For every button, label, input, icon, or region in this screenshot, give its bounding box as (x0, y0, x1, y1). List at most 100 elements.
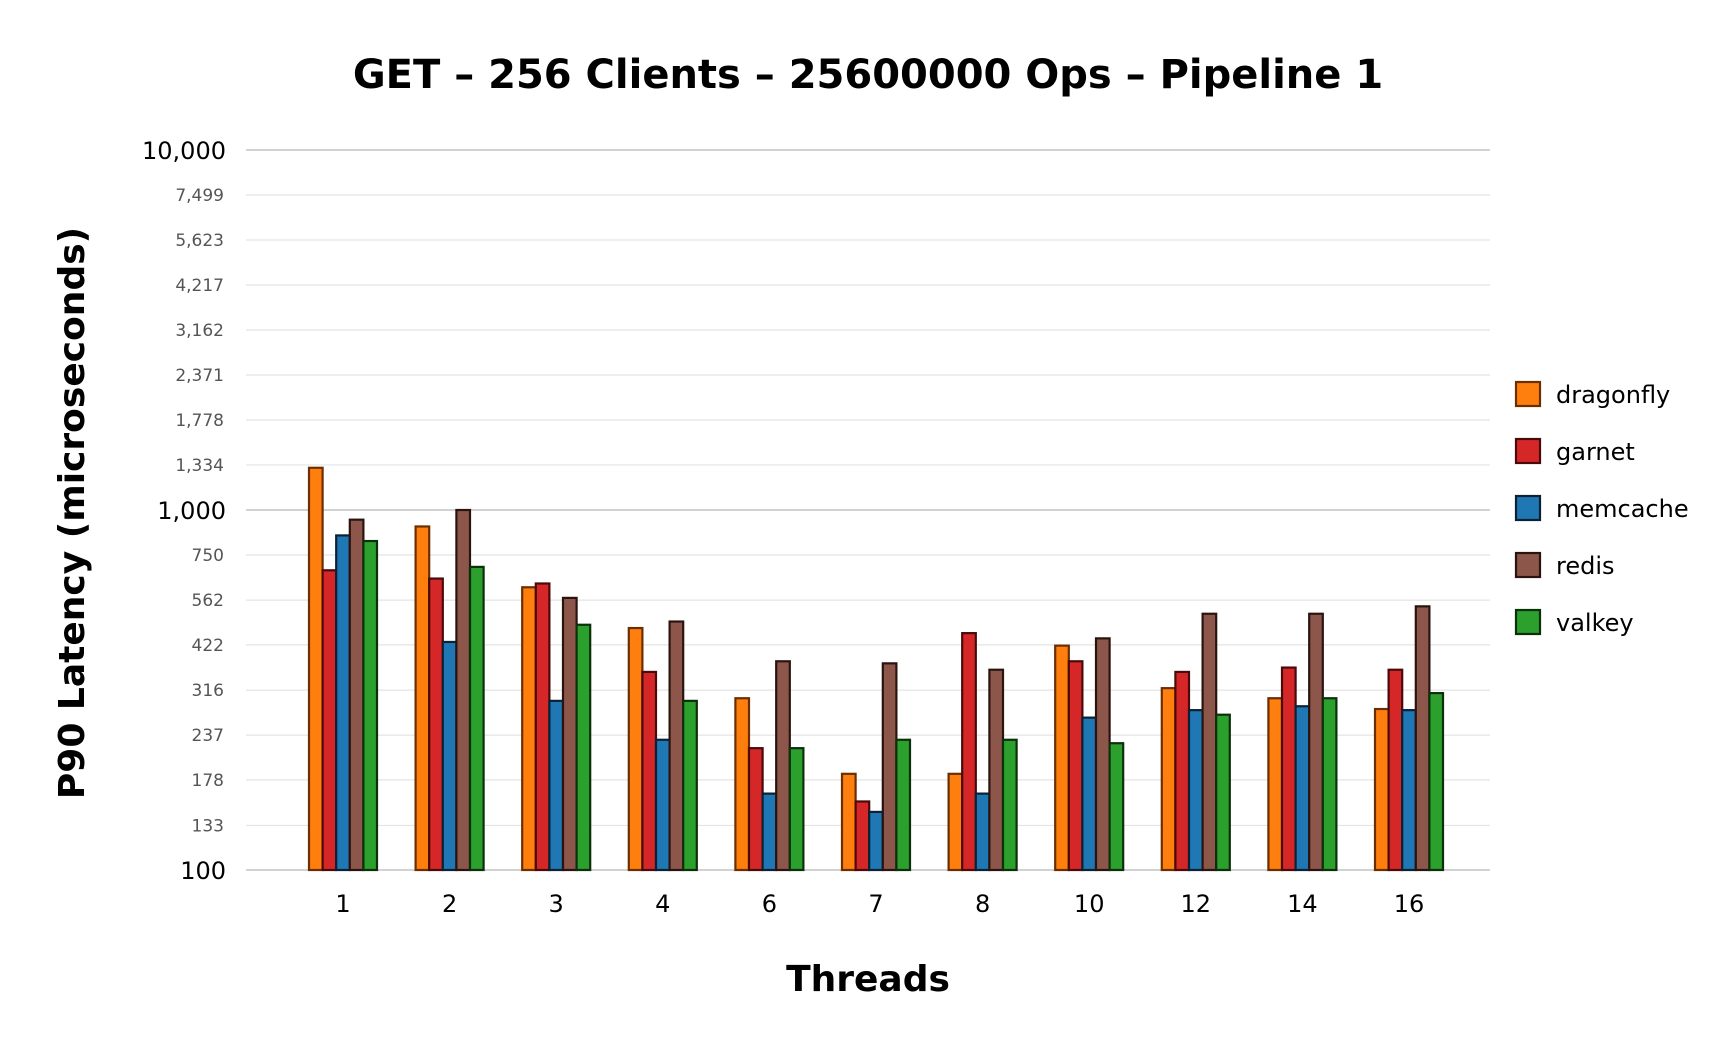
bar-memcache-1 (335, 534, 351, 872)
bar-garnet-2 (428, 577, 444, 872)
bar-garnet-3 (534, 582, 551, 872)
bar-garnet-12 (1174, 670, 1191, 872)
x-tick-label: 12 (1181, 890, 1212, 918)
bar-dragonfly-12 (1160, 687, 1177, 872)
bar-garnet-8 (961, 632, 977, 872)
y-tick-label: 7,499 (175, 186, 224, 206)
y-axis-title: P90 Latency (microseconds) (52, 227, 93, 799)
bar-dragonfly-16 (1373, 707, 1390, 872)
bar-garnet-4 (641, 670, 658, 872)
y-tick-label: 316 (192, 681, 224, 701)
bar-valkey-6 (788, 747, 805, 872)
legend-swatch-garnet (1514, 437, 1542, 465)
bar-redis-6 (775, 660, 791, 872)
bar-redis-14 (1308, 612, 1324, 872)
legend-swatch-valkey (1514, 608, 1542, 636)
bar-memcache-2 (441, 640, 458, 872)
bar-redis-1 (348, 518, 365, 872)
bar-valkey-4 (682, 699, 698, 872)
bar-valkey-7 (895, 738, 912, 872)
bar-redis-7 (881, 662, 898, 872)
x-tick-label: 7 (868, 890, 883, 918)
bar-memcache-12 (1187, 709, 1204, 872)
x-tick-label: 14 (1287, 890, 1318, 918)
bar-dragonfly-1 (307, 466, 324, 872)
bar-garnet-10 (1067, 660, 1084, 872)
y-tick-label: 3,162 (175, 321, 224, 341)
x-tick-label: 1 (335, 890, 350, 918)
y-tick-label: 1,000 (157, 497, 226, 525)
legend-label-garnet: garnet (1556, 438, 1635, 466)
legend-swatch-memcache (1514, 494, 1542, 522)
bar-redis-12 (1201, 612, 1218, 872)
bar-dragonfly-4 (627, 626, 644, 872)
bar-memcache-8 (974, 792, 991, 872)
y-tick-label: 5,623 (175, 231, 224, 251)
y-tick-label: 1,778 (175, 411, 224, 431)
legend-label-redis: redis (1556, 552, 1615, 580)
legend-swatch-redis (1514, 551, 1542, 579)
bar-redis-2 (455, 508, 472, 872)
bar-dragonfly-14 (1267, 697, 1284, 872)
bar-redis-3 (561, 596, 578, 872)
bar-memcache-4 (654, 738, 671, 872)
legend-label-memcache: memcache (1556, 495, 1689, 523)
x-tick-label: 2 (442, 890, 457, 918)
bar-redis-4 (668, 620, 685, 872)
bar-valkey-2 (468, 565, 485, 872)
bar-garnet-6 (747, 747, 764, 872)
legend-swatch-dragonfly (1514, 380, 1542, 408)
y-tick-label: 1,334 (175, 456, 224, 476)
bar-dragonfly-3 (521, 586, 537, 872)
x-tick-label: 3 (549, 890, 564, 918)
y-tick-label: 750 (192, 546, 224, 566)
bar-garnet-16 (1387, 668, 1404, 872)
x-tick-label: 16 (1394, 890, 1425, 918)
y-tick-label: 562 (192, 591, 224, 611)
y-tick-label: 133 (192, 816, 224, 836)
bar-redis-16 (1414, 605, 1431, 872)
legend-label-valkey: valkey (1556, 609, 1634, 637)
bar-memcache-10 (1081, 716, 1098, 872)
y-axis-ticks: 133 178 237 316 422 562 750 1,334 1,778 2,371 3,16… (142, 137, 226, 885)
bar-redis-8 (988, 668, 1005, 872)
bar-dragonfly-6 (734, 697, 751, 872)
y-tick-label: 178 (192, 771, 224, 791)
y-tick-label: 2,371 (175, 366, 224, 386)
bar-garnet-1 (321, 569, 338, 872)
bar-memcache-14 (1294, 705, 1311, 872)
bar-dragonfly-2 (414, 525, 431, 872)
bar-valkey-10 (1108, 742, 1125, 872)
legend: dragonfly garnet memcache redis valkey (1514, 380, 1689, 637)
x-tick-label: 6 (762, 890, 777, 918)
y-tick-label: 237 (192, 726, 224, 746)
x-axis-title: Threads (786, 959, 950, 1000)
bar-valkey-1 (362, 539, 379, 872)
bar-valkey-12 (1215, 713, 1231, 872)
y-tick-label: 10,000 (142, 137, 226, 165)
bar-valkey-16 (1428, 692, 1445, 872)
x-tick-label: 4 (655, 890, 670, 918)
x-axis-ticks: 1 2 3 4 6 7 8 10 12 14 16 (335, 890, 1424, 918)
bar-valkey-8 (1001, 738, 1018, 872)
bar-garnet-14 (1280, 666, 1297, 872)
bar-valkey-3 (575, 623, 592, 872)
bar-memcache-7 (868, 810, 884, 872)
bar-memcache-6 (761, 792, 778, 872)
grid (246, 149, 1490, 871)
x-tick-label: 8 (975, 890, 990, 918)
bar-dragonfly-7 (840, 772, 857, 872)
bar-dragonfly-10 (1054, 644, 1070, 872)
chart-title: GET – 256 Clients – 25600000 Ops – Pipel… (353, 52, 1383, 98)
bar-redis-10 (1094, 637, 1111, 872)
bars (307, 466, 1445, 872)
y-tick-label: 4,217 (175, 276, 224, 296)
y-tick-label: 100 (180, 857, 226, 885)
legend-label-dragonfly: dragonfly (1556, 381, 1670, 409)
y-tick-label: 422 (192, 636, 224, 656)
bar-valkey-14 (1321, 697, 1338, 872)
bar-garnet-7 (854, 800, 871, 872)
bar-dragonfly-8 (947, 772, 964, 872)
